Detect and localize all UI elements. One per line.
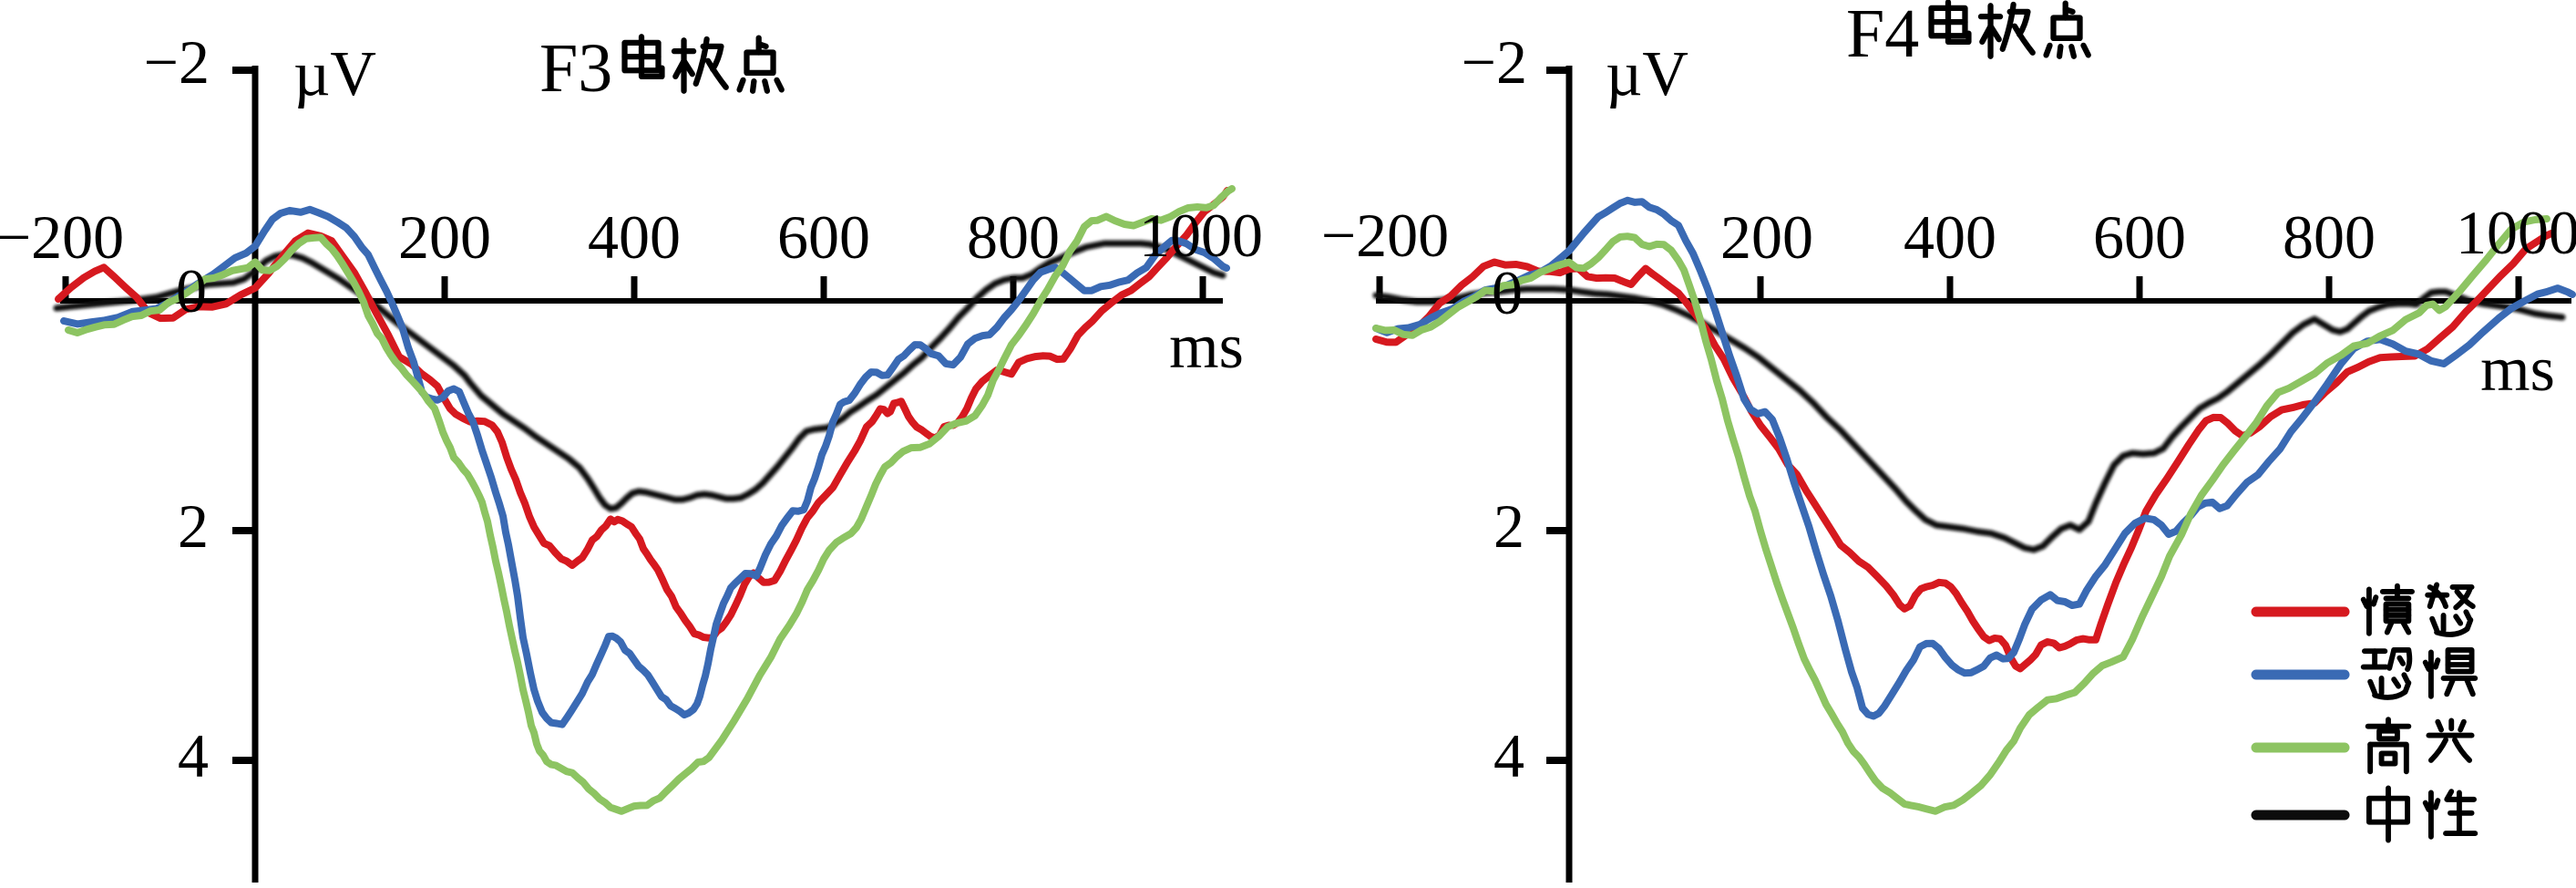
svg-text:4: 4 bbox=[178, 721, 209, 790]
svg-text:1000: 1000 bbox=[1139, 201, 1263, 270]
svg-text:200: 200 bbox=[398, 202, 491, 272]
svg-text:400: 400 bbox=[1904, 202, 1996, 272]
svg-text:200: 200 bbox=[1720, 202, 1813, 272]
svg-text:F4: F4 bbox=[1846, 0, 1919, 72]
svg-text:0: 0 bbox=[176, 256, 207, 325]
svg-text:F3: F3 bbox=[539, 30, 612, 107]
svg-text:µV: µV bbox=[293, 39, 376, 109]
svg-text:2: 2 bbox=[1493, 491, 1524, 561]
svg-text:2: 2 bbox=[178, 491, 209, 561]
svg-text:−2: −2 bbox=[144, 27, 210, 97]
svg-text:0: 0 bbox=[1492, 258, 1523, 327]
svg-text:600: 600 bbox=[2093, 202, 2186, 272]
svg-text:1000: 1000 bbox=[2456, 198, 2576, 267]
svg-text:−2: −2 bbox=[1462, 27, 1527, 97]
svg-text:µV: µV bbox=[1606, 39, 1688, 109]
svg-text:4: 4 bbox=[1493, 721, 1524, 790]
svg-text:600: 600 bbox=[777, 202, 870, 272]
svg-text:400: 400 bbox=[588, 202, 681, 272]
svg-text:ms: ms bbox=[2480, 335, 2555, 405]
svg-text:ms: ms bbox=[1169, 312, 1244, 382]
svg-text:−200: −200 bbox=[0, 202, 124, 272]
svg-text:800: 800 bbox=[2283, 202, 2376, 272]
svg-text:−200: −200 bbox=[1321, 201, 1449, 270]
svg-text:800: 800 bbox=[967, 202, 1060, 272]
